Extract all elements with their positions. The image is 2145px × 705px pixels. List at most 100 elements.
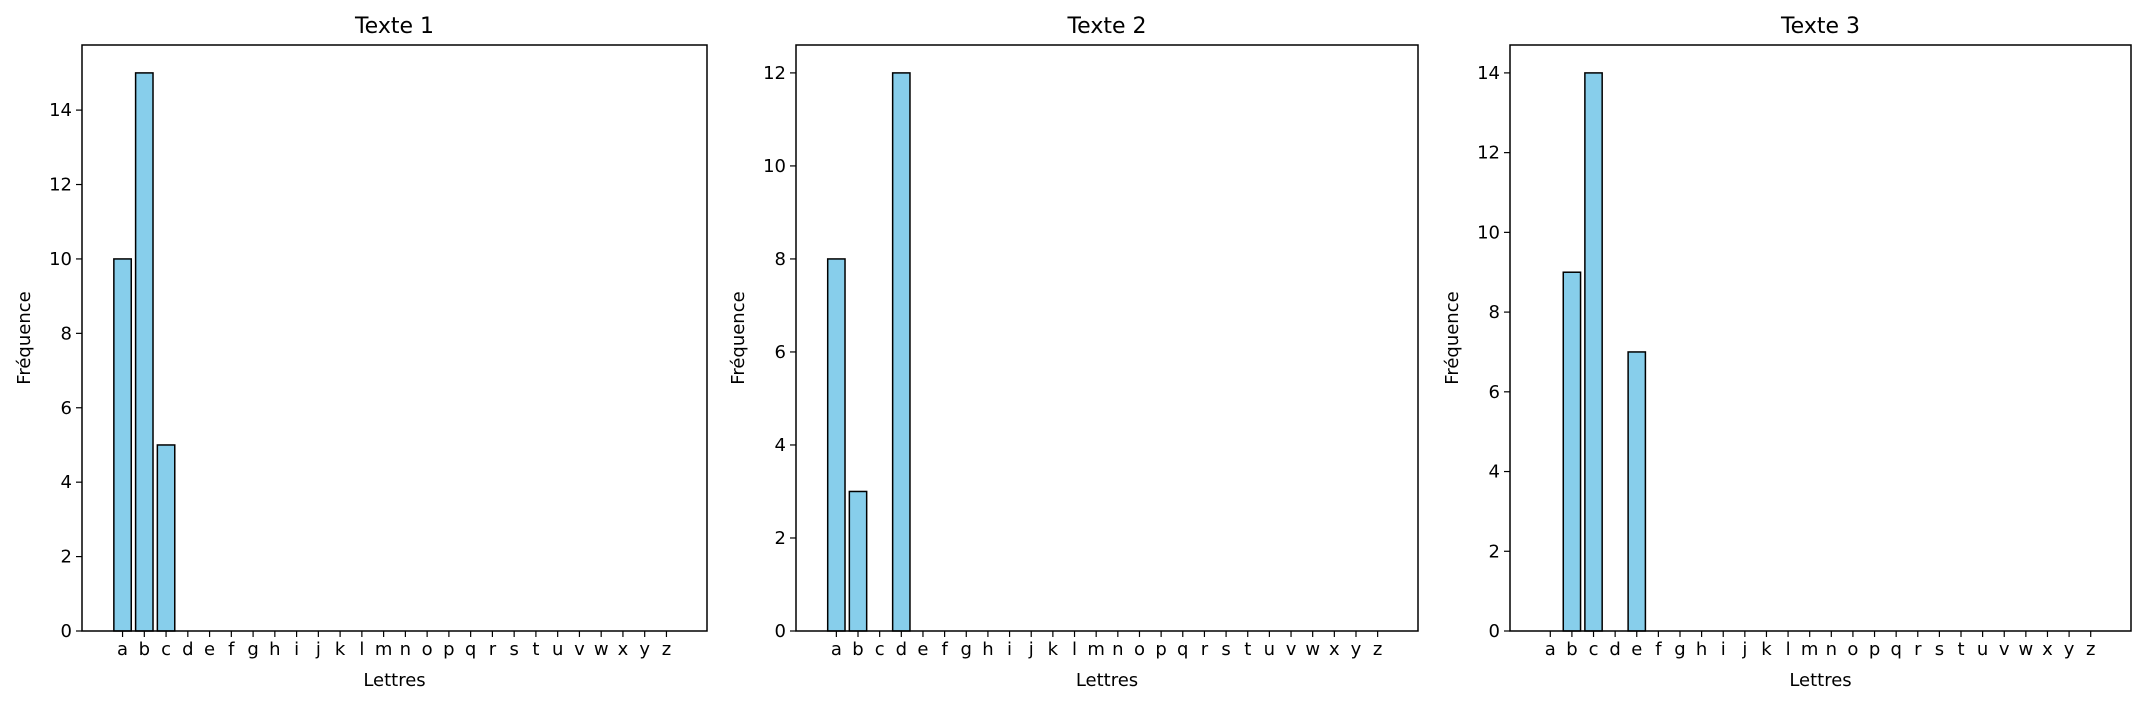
- x-tick-label: n: [1112, 639, 1123, 660]
- x-tick-label: y: [2064, 639, 2075, 660]
- x-tick-label: w: [2018, 639, 2033, 660]
- x-tick-label: k: [1761, 639, 1772, 660]
- x-tick-label: f: [941, 639, 948, 660]
- x-tick-label: a: [117, 639, 128, 660]
- y-tick-label: 4: [775, 435, 786, 456]
- x-tick-label: f: [228, 639, 235, 660]
- y-tick-label: 2: [1489, 541, 1500, 562]
- y-axis-label: Fréquence: [1442, 291, 1463, 384]
- y-tick-label: 8: [775, 249, 786, 270]
- x-tick-label: g: [247, 639, 258, 660]
- x-tick-label: q: [1177, 639, 1188, 660]
- x-tick-label: e: [917, 639, 928, 660]
- x-axis-label: Lettres: [363, 670, 425, 691]
- bar-a: [113, 258, 133, 632]
- x-tick-label: n: [1826, 639, 1837, 660]
- bar-b: [1562, 271, 1582, 632]
- y-axis: 0 2 4 6 8 10 12: [763, 63, 796, 642]
- x-tick-label: c: [161, 639, 171, 660]
- x-tick-label: w: [1305, 639, 1320, 660]
- bars-group: [113, 72, 176, 632]
- x-tick-label: o: [1134, 639, 1145, 660]
- x-tick-label: z: [662, 639, 671, 660]
- x-axis-label: Lettres: [1076, 670, 1138, 691]
- x-tick-label: p: [443, 639, 454, 660]
- x-tick-label: u: [1977, 639, 1988, 660]
- x-tick-label: h: [1696, 639, 1707, 660]
- y-tick-label: 14: [49, 100, 72, 121]
- x-tick-label: r: [1914, 639, 1922, 660]
- x-tick-label: l: [359, 639, 364, 660]
- x-tick-label: h: [982, 639, 993, 660]
- x-tick-label: u: [552, 639, 563, 660]
- bar-b: [134, 72, 154, 632]
- x-tick-label: b: [1566, 639, 1577, 660]
- x-tick-label: z: [1373, 639, 1382, 660]
- x-tick-label: b: [139, 639, 150, 660]
- y-tick-label: 0: [61, 621, 72, 642]
- x-tick-label: a: [1545, 639, 1556, 660]
- y-tick-label: 4: [1489, 462, 1500, 483]
- x-tick-label: s: [1935, 639, 1944, 660]
- x-tick-label: r: [1201, 639, 1209, 660]
- y-tick-label: 2: [775, 528, 786, 549]
- x-tick-label: z: [2086, 639, 2095, 660]
- x-tick-label: h: [269, 639, 280, 660]
- x-tick-label: x: [2042, 639, 2053, 660]
- x-tick-label: v: [1999, 639, 2010, 660]
- y-tick-label: 10: [1477, 222, 1500, 243]
- x-tick-label: i: [1007, 639, 1012, 660]
- y-tick-label: 12: [763, 63, 786, 84]
- x-tick-label: e: [204, 639, 215, 660]
- bars-group: [1562, 72, 1647, 632]
- x-tick-label: j: [1028, 639, 1034, 660]
- x-tick-label: w: [594, 639, 609, 660]
- y-tick-label: 12: [1477, 143, 1500, 164]
- x-tick-label: n: [400, 639, 411, 660]
- x-tick-label: l: [1786, 639, 1791, 660]
- y-tick-label: 6: [1489, 382, 1500, 403]
- y-tick-label: 14: [1477, 63, 1500, 84]
- x-tick-label: c: [1589, 639, 1599, 660]
- y-tick-label: 8: [61, 323, 72, 344]
- chart-title: Texte 2: [1066, 14, 1146, 39]
- x-tick-label: k: [1048, 639, 1059, 660]
- x-tick-label: m: [1087, 639, 1105, 660]
- y-axis-label: Fréquence: [14, 291, 35, 384]
- x-tick-label: a: [831, 639, 842, 660]
- x-axis-label: Lettres: [1789, 670, 1851, 691]
- x-tick-label: t: [1957, 639, 1964, 660]
- y-axis: 0 2 4 6 8 10 12 14: [49, 100, 82, 642]
- x-tick-label: x: [1329, 639, 1340, 660]
- x-tick-label: q: [465, 639, 476, 660]
- x-tick-label: m: [1801, 639, 1819, 660]
- y-tick-label: 8: [1489, 302, 1500, 323]
- bar-e: [1627, 351, 1647, 632]
- bar-d: [891, 72, 911, 632]
- y-axis: 0 2 4 6 8 10 12 14: [1477, 63, 1510, 642]
- x-tick-label: i: [294, 639, 299, 660]
- x-tick-label: v: [574, 639, 585, 660]
- x-tick-label: b: [852, 639, 863, 660]
- plot-frame: [81, 44, 708, 632]
- y-tick-label: 6: [775, 342, 786, 363]
- x-tick-label: p: [1155, 639, 1166, 660]
- x-tick-label: o: [1847, 639, 1858, 660]
- x-tick-label: p: [1869, 639, 1880, 660]
- x-tick-label: u: [1264, 639, 1275, 660]
- x-tick-label: g: [1674, 639, 1685, 660]
- x-tick-label: m: [375, 639, 393, 660]
- x-tick-label: k: [335, 639, 346, 660]
- x-tick-label: t: [1244, 639, 1251, 660]
- chart-title: Texte 1: [354, 14, 434, 39]
- x-tick-label: x: [618, 639, 629, 660]
- bar-c: [156, 444, 176, 632]
- x-tick-label: d: [182, 639, 193, 660]
- x-tick-label: l: [1072, 639, 1077, 660]
- y-tick-label: 6: [61, 398, 72, 419]
